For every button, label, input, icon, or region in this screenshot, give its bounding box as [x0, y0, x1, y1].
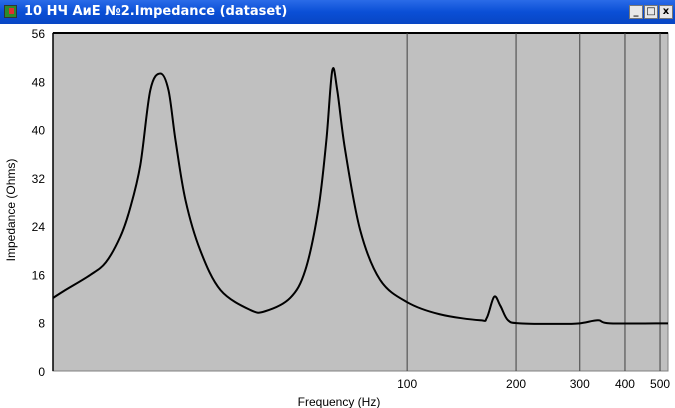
title-bar: 10 НЧ АиЕ №2.Impedance (dataset) _ □ x: [0, 0, 675, 24]
y-tick-label: 24: [32, 220, 46, 234]
x-tick-label: 500: [650, 377, 670, 391]
x-tick-label: 100: [397, 377, 417, 391]
y-tick-label: 56: [32, 27, 46, 41]
x-axis-label: Frequency (Hz): [298, 395, 381, 408]
minimize-button[interactable]: _: [629, 5, 643, 19]
impedance-chart: Impedance (Ohms) Frequency (Hz) 100 200 30…: [4, 27, 670, 408]
close-button[interactable]: x: [659, 5, 673, 19]
x-tick-label: 200: [506, 377, 526, 391]
impedance-curve: [52, 67, 669, 325]
y-tick-label: 8: [38, 317, 45, 331]
y-tick-label: 0: [38, 365, 45, 379]
y-axis-label: Impedance (Ohms): [4, 159, 18, 262]
y-tick-label: 40: [32, 124, 46, 138]
x-tick-label: 400: [615, 377, 635, 391]
y-tick-label: 48: [32, 75, 46, 89]
y-tick-label: 16: [32, 268, 46, 282]
app-icon[interactable]: [4, 5, 17, 18]
window-title: 10 НЧ АиЕ №2.Impedance (dataset): [24, 4, 288, 19]
plot-area: [52, 32, 669, 372]
y-tick-label: 32: [32, 172, 46, 186]
maximize-button[interactable]: □: [644, 5, 658, 19]
x-tick-label: 300: [570, 377, 590, 391]
